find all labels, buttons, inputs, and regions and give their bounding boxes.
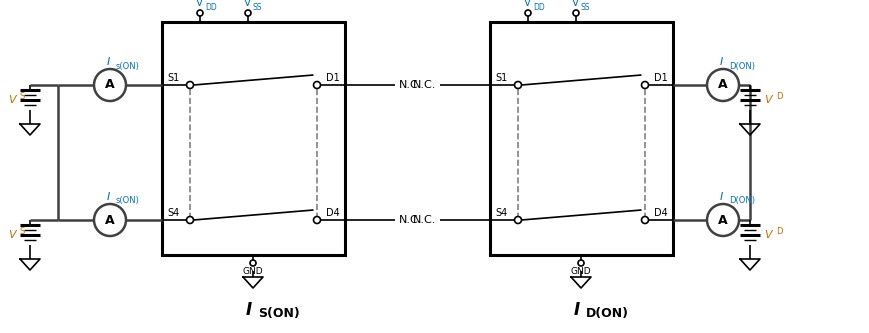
Circle shape xyxy=(573,10,579,16)
Text: V: V xyxy=(8,95,16,105)
Circle shape xyxy=(94,69,126,101)
Text: D: D xyxy=(775,227,781,236)
Text: I: I xyxy=(106,192,109,202)
Text: D4: D4 xyxy=(326,208,340,218)
Text: A: A xyxy=(105,213,115,226)
Text: D1: D1 xyxy=(326,73,340,83)
Text: S4: S4 xyxy=(168,208,180,218)
Circle shape xyxy=(94,204,126,236)
Text: A: A xyxy=(105,79,115,92)
Text: D1: D1 xyxy=(653,73,667,83)
Text: I: I xyxy=(574,301,580,319)
Text: V: V xyxy=(523,0,530,8)
Circle shape xyxy=(640,82,647,89)
Text: I: I xyxy=(246,301,252,319)
Text: S: S xyxy=(20,93,25,102)
Circle shape xyxy=(514,216,521,223)
FancyBboxPatch shape xyxy=(162,22,345,255)
Text: D(ON): D(ON) xyxy=(728,62,754,71)
Text: SS: SS xyxy=(253,3,262,12)
Circle shape xyxy=(524,10,530,16)
Circle shape xyxy=(706,69,738,101)
Circle shape xyxy=(249,260,255,266)
Text: D: D xyxy=(775,93,781,102)
Text: S1: S1 xyxy=(495,73,507,83)
Text: V: V xyxy=(571,0,578,8)
Text: V: V xyxy=(763,95,771,105)
Text: DD: DD xyxy=(533,3,544,12)
Text: N.C.: N.C. xyxy=(399,215,421,225)
Text: A: A xyxy=(718,79,727,92)
Text: V: V xyxy=(763,230,771,240)
Text: S(ON): S(ON) xyxy=(258,306,300,319)
Text: N.C.: N.C. xyxy=(399,80,421,90)
Text: V: V xyxy=(243,0,250,8)
Text: s(ON): s(ON) xyxy=(116,196,140,205)
Circle shape xyxy=(186,216,193,223)
Text: D(ON): D(ON) xyxy=(728,196,754,205)
Text: S: S xyxy=(20,227,25,236)
Text: I: I xyxy=(106,57,109,67)
Circle shape xyxy=(313,216,320,223)
Text: DD: DD xyxy=(205,3,216,12)
Circle shape xyxy=(245,10,251,16)
Circle shape xyxy=(640,216,647,223)
Circle shape xyxy=(514,82,521,89)
Text: s(ON): s(ON) xyxy=(116,62,140,71)
Text: N.C.: N.C. xyxy=(412,80,435,90)
Text: V: V xyxy=(8,230,16,240)
Text: N.C.: N.C. xyxy=(412,215,435,225)
Circle shape xyxy=(706,204,738,236)
Text: S1: S1 xyxy=(168,73,180,83)
Text: SS: SS xyxy=(580,3,590,12)
Text: D4: D4 xyxy=(653,208,667,218)
Text: I: I xyxy=(719,192,722,202)
Text: S4: S4 xyxy=(495,208,507,218)
Circle shape xyxy=(196,10,202,16)
FancyBboxPatch shape xyxy=(489,22,673,255)
Text: GND: GND xyxy=(242,266,263,275)
Text: A: A xyxy=(718,213,727,226)
Text: I: I xyxy=(719,57,722,67)
Circle shape xyxy=(313,82,320,89)
Circle shape xyxy=(186,82,193,89)
Text: GND: GND xyxy=(570,266,591,275)
Text: V: V xyxy=(196,0,202,8)
Circle shape xyxy=(577,260,583,266)
Text: D(ON): D(ON) xyxy=(586,306,628,319)
